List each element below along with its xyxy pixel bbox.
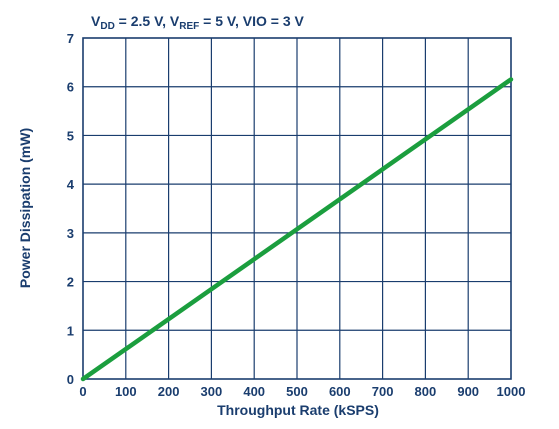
x-tick-label: 500 — [286, 384, 308, 399]
x-tick-labels: 0 100 200 300 400 500 600 700 800 900 1000 — [79, 384, 525, 399]
y-tick-label: 1 — [67, 323, 74, 338]
y-tick-label: 4 — [67, 177, 75, 192]
title-subscript: REF — [179, 21, 199, 32]
chart-title: VDD = 2.5 V, VREF = 5 V, VIO = 3 V — [91, 13, 304, 32]
y-tick-label: 6 — [67, 80, 74, 95]
x-tick-label: 0 — [79, 384, 86, 399]
x-tick-label: 100 — [115, 384, 137, 399]
x-tick-label: 600 — [329, 384, 351, 399]
plot-frame — [82, 37, 512, 380]
grid-lines — [83, 38, 511, 379]
x-tick-label: 800 — [415, 384, 437, 399]
x-tick-label: 1000 — [497, 384, 526, 399]
x-tick-label: 200 — [158, 384, 180, 399]
y-axis-title: Power Dissipation (mW) — [17, 128, 33, 288]
y-tick-label: 3 — [67, 226, 74, 241]
y-tick-label: 2 — [67, 275, 74, 290]
x-axis-title: Throughput Rate (kSPS) — [217, 402, 379, 418]
x-tick-label: 700 — [372, 384, 394, 399]
title-segment: V — [91, 13, 101, 29]
y-tick-labels: 0 1 2 3 4 5 6 7 — [67, 31, 75, 387]
series-layer — [80, 77, 514, 382]
title-segment: = 5 V, VIO = 3 V — [199, 13, 304, 29]
y-tick-label: 0 — [67, 372, 74, 387]
title-segment: = 2.5 V, V — [115, 13, 180, 29]
x-tick-label: 400 — [243, 384, 265, 399]
y-tick-label: 7 — [67, 31, 74, 46]
y-tick-label: 5 — [67, 128, 74, 143]
series-line — [80, 77, 514, 382]
x-tick-label: 900 — [457, 384, 479, 399]
title-subscript: DD — [100, 21, 114, 32]
x-tick-label: 300 — [201, 384, 223, 399]
